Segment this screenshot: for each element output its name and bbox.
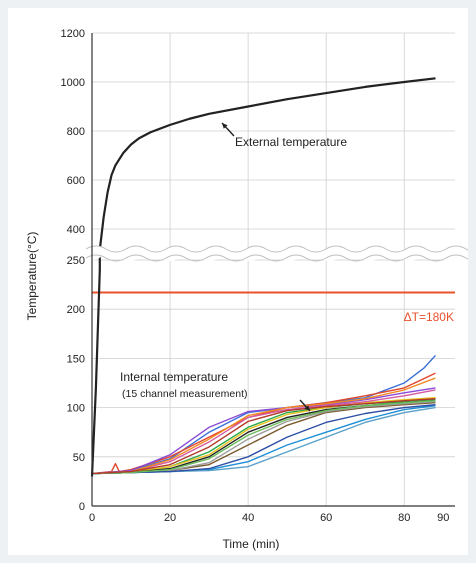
internal-temperature-line <box>91 387 436 475</box>
axis-break-wave <box>85 254 468 262</box>
y-tick-label: 800 <box>67 126 85 138</box>
y-tick-label: 150 <box>67 353 85 365</box>
tick-labels: 0 20 40 60 80 90 0 50 100 150 200 250 400 600 800 1000 1… <box>61 28 450 524</box>
x-tick-label: 0 <box>89 512 95 524</box>
external-temperature-annotation: External temperature <box>235 135 347 149</box>
annotation-arrows <box>221 122 311 412</box>
chart-card: 0 20 40 60 80 90 0 50 100 150 200 250 400 600 800 1000 1… <box>8 8 468 555</box>
internal-temperature-annotation-detail: (15 channel measurement) <box>122 388 247 400</box>
temperature-chart: 0 20 40 60 80 90 0 50 100 150 200 250 400 600 800 1000 1… <box>25 28 468 551</box>
y-tick-label: 200 <box>67 304 85 316</box>
x-tick-label: 80 <box>398 512 410 524</box>
delta-t-label: ΔT=180K <box>404 310 454 324</box>
x-tick-label: 40 <box>242 512 254 524</box>
y-tick-label: 0 <box>79 501 85 513</box>
y-tick-label: 400 <box>67 224 85 236</box>
y-tick-label: 600 <box>67 175 85 187</box>
external-temperature-line <box>90 77 436 477</box>
internal-temperature-line <box>91 377 436 475</box>
axis-break-wave <box>85 245 468 253</box>
internal-temperature-line <box>91 397 436 475</box>
internal-annotation-arrow-head <box>304 405 310 411</box>
axis-break-band <box>59 246 468 261</box>
y-tick-label: 250 <box>67 255 85 267</box>
axes <box>91 33 455 507</box>
y-tick-label: 1200 <box>61 28 85 40</box>
y-axis-label: Temperature(°C) <box>25 232 39 321</box>
internal-temperature-line <box>91 404 436 475</box>
y-tick-label: 100 <box>67 403 85 415</box>
internal-temperature-annotation: Internal temperature <box>120 370 228 384</box>
internal-temperature-line <box>91 403 436 475</box>
y-tick-label: 1000 <box>61 77 85 89</box>
internal-temperature-line <box>91 372 436 475</box>
x-tick-label: 20 <box>164 512 176 524</box>
internal-temperature-line <box>91 389 436 475</box>
y-tick-label: 50 <box>73 452 85 464</box>
grid-lines <box>92 32 455 506</box>
x-tick-label: 60 <box>320 512 332 524</box>
x-axis-label: Time (min) <box>223 537 280 551</box>
internal-temperature-line <box>91 400 436 475</box>
internal-temperature-line <box>91 398 436 475</box>
x-tick-label: 90 <box>437 512 449 524</box>
series-layer <box>90 77 455 477</box>
axis-break <box>59 245 468 262</box>
external-annotation-arrow-head <box>222 123 228 129</box>
